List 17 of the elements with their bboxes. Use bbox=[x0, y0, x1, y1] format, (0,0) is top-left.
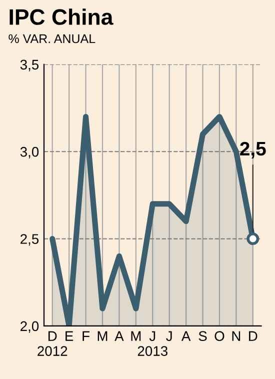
x-tick-label: O bbox=[214, 331, 224, 342]
x-tick-label: A bbox=[181, 331, 191, 341]
x-tick-label: N bbox=[232, 331, 240, 341]
chart-subtitle: % VAR. ANUAL bbox=[8, 34, 96, 44]
chart-title: IPC China bbox=[10, 8, 114, 25]
x-tick-label: D bbox=[249, 331, 258, 341]
x-tick-label: E bbox=[66, 331, 74, 341]
y-tick-label: 3,0 bbox=[20, 146, 39, 158]
y-tick-label: 2,5 bbox=[20, 234, 39, 246]
x-tick-label: M bbox=[98, 331, 108, 341]
data-label: 2,5 bbox=[240, 142, 266, 158]
y-tick-label: 2,0 bbox=[20, 321, 39, 333]
y-tick-label: 3,5 bbox=[20, 60, 39, 72]
x-tick-label: F bbox=[82, 331, 90, 341]
x-tick-label: J bbox=[166, 331, 172, 342]
x-tick-label: S bbox=[198, 331, 207, 342]
x-tick-label: A bbox=[114, 331, 124, 341]
